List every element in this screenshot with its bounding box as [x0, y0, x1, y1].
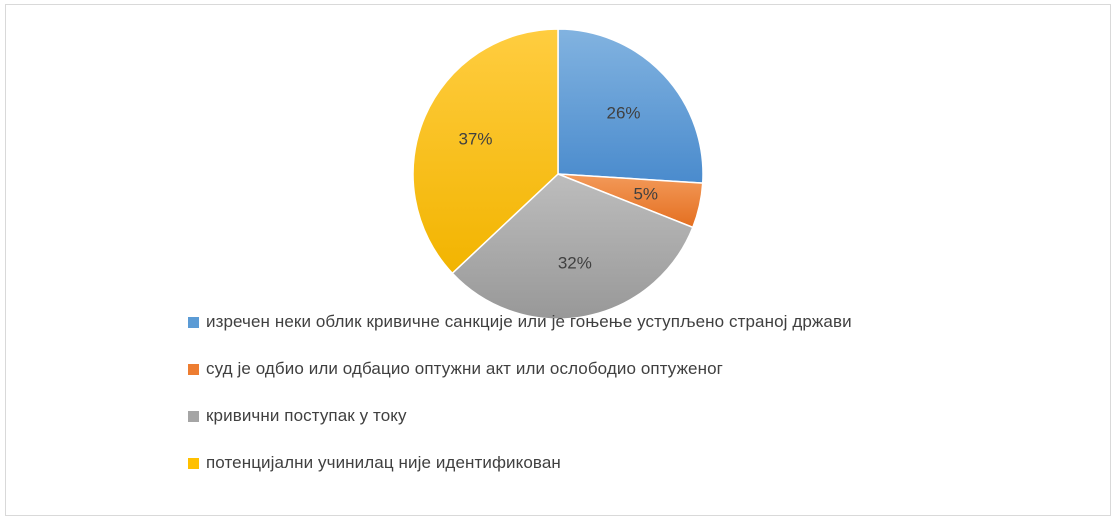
legend-swatch-4	[188, 457, 199, 469]
data-label-2: 5%	[633, 185, 658, 204]
legend-item-3: кривични поступак у току	[188, 406, 852, 426]
legend-label-1: изречен неки облик кривичне санкције или…	[206, 312, 852, 331]
legend-swatch-2	[188, 363, 199, 375]
legend-item-1: изречен неки облик кривичне санкције или…	[188, 312, 852, 332]
legend-swatch-3	[188, 410, 199, 422]
data-label-4: 37%	[458, 129, 492, 148]
legend-item-4: потенцијални учинилац није идентификован	[188, 453, 852, 473]
legend-label-3: кривични поступак у току	[206, 406, 407, 425]
pie-slice-3	[451, 173, 694, 320]
legend-label-4: потенцијални учинилац није идентификован	[206, 453, 561, 472]
pie-slice-1	[557, 28, 704, 184]
pie-slice-4	[412, 28, 559, 275]
legend: изречен неки облик кривичне санкције или…	[188, 312, 852, 500]
legend-swatch-1	[188, 316, 199, 328]
legend-label-2: суд је одбио или одбацио оптужни акт или…	[206, 359, 723, 378]
data-label-3: 32%	[558, 253, 592, 272]
data-label-1: 26%	[607, 103, 641, 122]
legend-item-2: суд је одбио или одбацио оптужни акт или…	[188, 359, 852, 379]
